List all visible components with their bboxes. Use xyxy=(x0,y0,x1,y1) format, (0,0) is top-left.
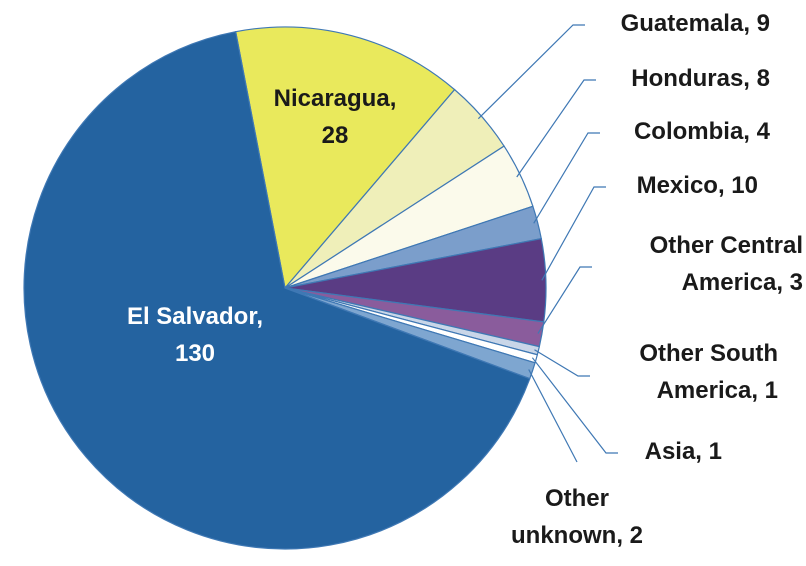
leader-line xyxy=(477,24,585,120)
label-line: Honduras, 8 xyxy=(631,65,770,92)
label-line: 130 xyxy=(175,340,215,367)
leader-line xyxy=(541,186,606,281)
label-line: 28 xyxy=(322,122,349,149)
label-line: Other South xyxy=(639,340,778,367)
label-line: Colombia, 4 xyxy=(634,118,771,145)
slice-label: Nicaragua, 28 xyxy=(274,85,397,149)
slice-label: Asia, 1 xyxy=(645,438,722,465)
label-line: Other xyxy=(545,485,609,512)
label-line: Mexico, 10 xyxy=(637,172,758,199)
pie-slice xyxy=(234,26,456,290)
slice-label: Other South America, 1 xyxy=(639,340,778,404)
label-line: America, 3 xyxy=(682,269,803,296)
label-line: America, 1 xyxy=(657,377,778,404)
leader-line xyxy=(537,266,592,334)
pie-slice xyxy=(23,31,531,550)
slice-label: Other Central America, 3 xyxy=(650,232,803,296)
leader-line xyxy=(531,357,618,454)
label-line: unknown, 2 xyxy=(511,522,643,549)
label-line: El Salvador, xyxy=(127,303,263,330)
slice-label: Mexico, 10 xyxy=(637,172,758,199)
leader-line xyxy=(528,369,578,463)
slice-label: Colombia, 4 xyxy=(634,118,771,145)
leader-line xyxy=(516,79,596,178)
label-line: Other Central xyxy=(650,232,803,259)
slice-label: Honduras, 8 xyxy=(631,65,770,92)
slice-label: Guatemala, 9 xyxy=(621,10,770,37)
leader-line xyxy=(533,132,600,224)
label-line: Nicaragua, xyxy=(274,85,397,112)
slice-label: Other unknown, 2 xyxy=(511,485,643,549)
slice-label: El Salvador, 130 xyxy=(127,303,263,367)
leader-line xyxy=(534,349,590,377)
label-line: Guatemala, 9 xyxy=(621,10,770,37)
label-line: Asia, 1 xyxy=(645,438,722,465)
